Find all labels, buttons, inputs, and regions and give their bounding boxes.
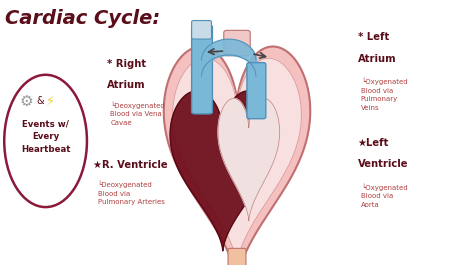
Polygon shape <box>218 98 280 221</box>
Polygon shape <box>170 91 275 251</box>
Text: Atrium: Atrium <box>107 80 146 90</box>
FancyBboxPatch shape <box>191 25 212 114</box>
Text: Atrium: Atrium <box>357 54 396 64</box>
Text: &: & <box>36 96 44 106</box>
Text: └Deoxygenated
Blood via
Pulmonary Arteries: └Deoxygenated Blood via Pulmonary Arteri… <box>98 181 164 205</box>
FancyBboxPatch shape <box>247 63 266 119</box>
Text: ⚡: ⚡ <box>46 95 55 108</box>
Text: * Right: * Right <box>107 59 146 69</box>
Polygon shape <box>173 58 301 265</box>
Text: ⚙: ⚙ <box>20 94 34 109</box>
Text: ★R. Ventricle: ★R. Ventricle <box>93 159 167 169</box>
FancyBboxPatch shape <box>224 30 250 56</box>
Text: Cardiac Cycle:: Cardiac Cycle: <box>5 9 161 28</box>
Text: └Oxygenated
Blood via
Pulmonary
Veins: └Oxygenated Blood via Pulmonary Veins <box>361 77 408 111</box>
FancyBboxPatch shape <box>228 248 246 266</box>
Text: └Oxygenated
Blood via
Aorta: └Oxygenated Blood via Aorta <box>361 183 408 208</box>
Polygon shape <box>164 47 310 266</box>
Text: Events w/
Every
Heartbeat: Events w/ Every Heartbeat <box>21 120 70 154</box>
Text: ★Left: ★Left <box>357 138 389 148</box>
FancyBboxPatch shape <box>191 20 211 39</box>
Text: Ventricle: Ventricle <box>357 159 408 169</box>
Text: └Deoxygenated
Blood via Vena
Cavae: └Deoxygenated Blood via Vena Cavae <box>110 101 165 126</box>
Text: * Left: * Left <box>357 32 389 43</box>
